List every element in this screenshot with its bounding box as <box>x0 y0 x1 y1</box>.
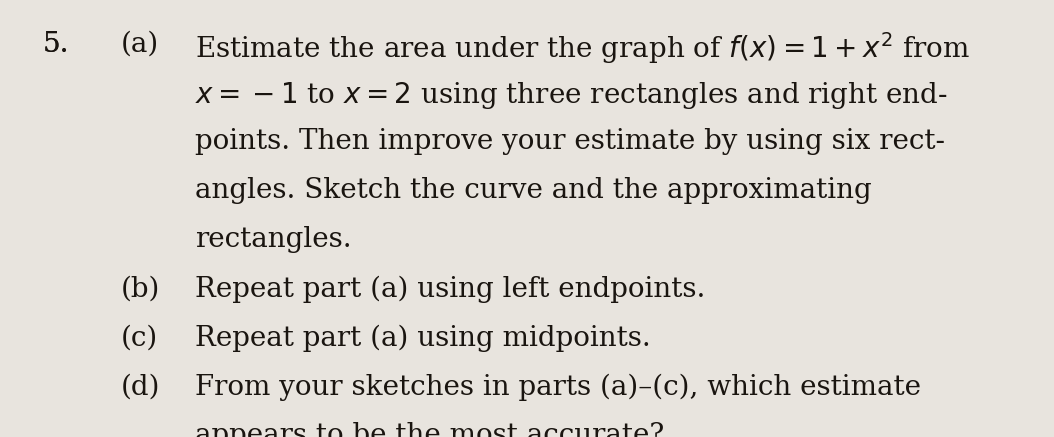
Text: points. Then improve your estimate by using six rect-: points. Then improve your estimate by us… <box>195 128 945 156</box>
Text: (a): (a) <box>121 31 159 58</box>
Text: From your sketches in parts (a)–(c), which estimate: From your sketches in parts (a)–(c), whi… <box>195 373 921 401</box>
Text: (c): (c) <box>121 324 158 351</box>
Text: (d): (d) <box>121 373 160 400</box>
Text: Repeat part (a) using left endpoints.: Repeat part (a) using left endpoints. <box>195 275 705 303</box>
Text: appears to be the most accurate?: appears to be the most accurate? <box>195 422 664 437</box>
Text: Estimate the area under the graph of $f(x) = 1 + x^2$ from: Estimate the area under the graph of $f(… <box>195 31 970 66</box>
Text: $x = -1$ to $x = 2$ using three rectangles and right end-: $x = -1$ to $x = 2$ using three rectangl… <box>195 80 948 111</box>
Text: 5.: 5. <box>42 31 69 58</box>
Text: angles. Sketch the curve and the approximating: angles. Sketch the curve and the approxi… <box>195 177 872 205</box>
Text: 5.: 5. <box>42 31 69 58</box>
Text: Repeat part (a) using midpoints.: Repeat part (a) using midpoints. <box>195 324 650 352</box>
Text: rectangles.: rectangles. <box>195 226 352 253</box>
Text: (b): (b) <box>121 275 160 302</box>
